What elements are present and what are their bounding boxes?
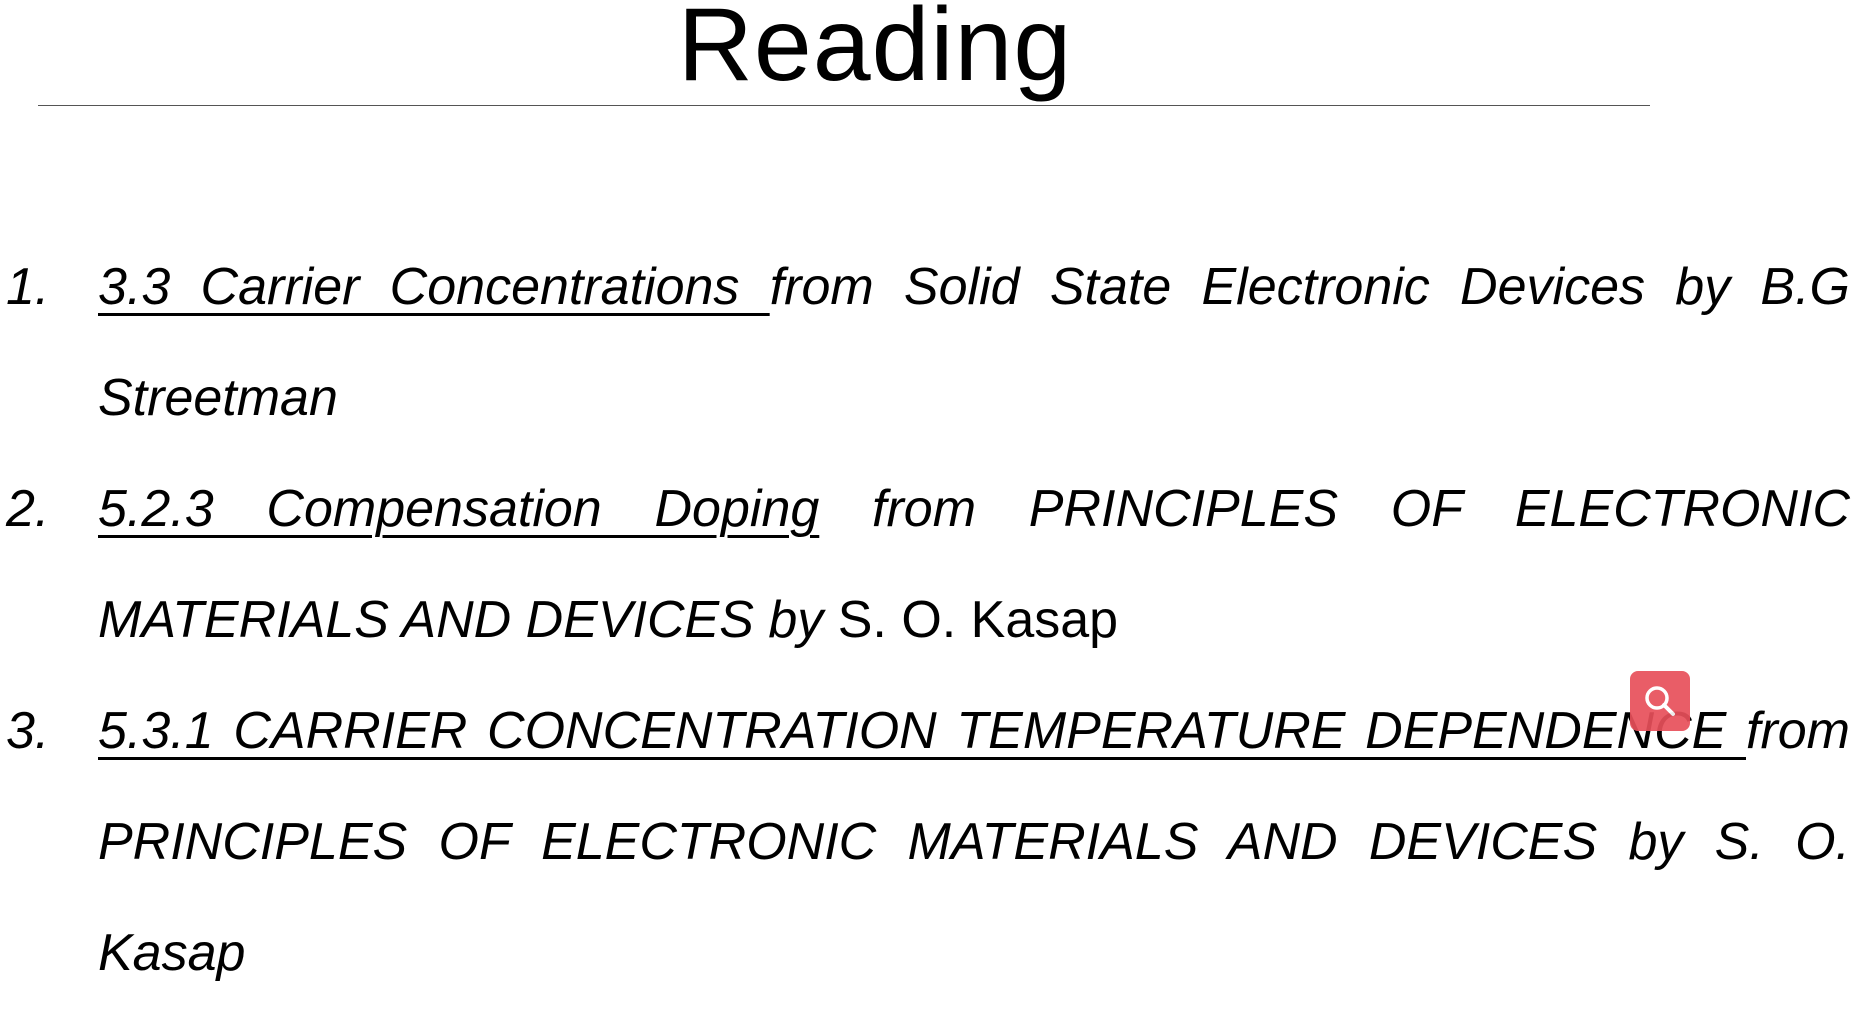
reading-link[interactable]: 5.3.1 CARRIER CONCENTRATION TEMPERATURE … [98,702,1746,760]
reading-list: 1. 3.3 Carrier Concentrations from Solid… [0,232,1853,1009]
search-button[interactable] [1630,671,1690,731]
reading-source: from PRINCIPLES OF ELECTRONIC MATERIALS … [98,480,1850,649]
reading-source: from PRINCIPLES OF ELECTRONIC MATERIALS … [98,702,1850,982]
reading-item: 2. 5.2.3 Compensation Doping from PRINCI… [0,454,1850,676]
slide-title: Reading [677,0,1073,103]
reading-link[interactable]: 5.2.3 Compensation Doping [98,480,820,538]
reading-author: S. O. Kasap [837,591,1119,649]
item-number: 3. [6,702,50,760]
title-divider [38,105,1650,106]
reading-item: 1. 3.3 Carrier Concentrations from Solid… [0,232,1850,454]
reading-link[interactable]: 3.3 Carrier Concentrations [98,258,770,316]
search-icon [1645,686,1675,716]
reading-source: from Solid State Electronic Devices by B… [98,258,1850,427]
reading-item: 3. 5.3.1 CARRIER CONCENTRATION TEMPERATU… [0,676,1850,1009]
item-number: 2. [6,480,50,538]
item-number: 1. [6,258,50,316]
